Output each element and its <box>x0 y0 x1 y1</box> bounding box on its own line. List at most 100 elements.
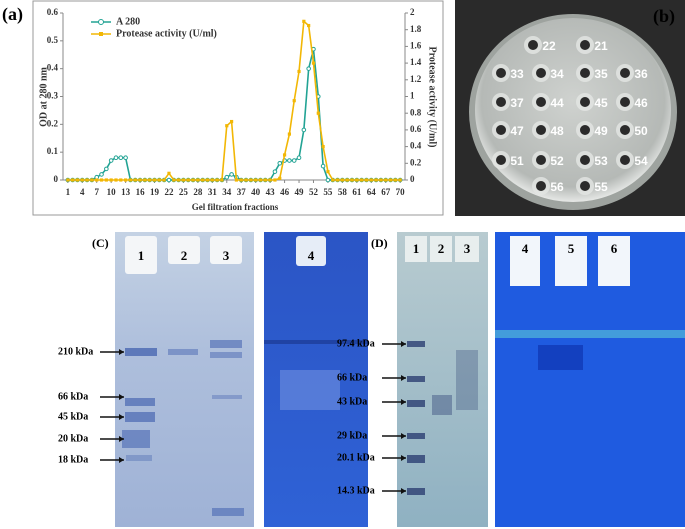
lane-label: 2 <box>438 241 445 256</box>
well-label: 47 <box>510 124 524 138</box>
point <box>148 178 152 182</box>
point <box>133 178 137 182</box>
well <box>496 68 506 78</box>
point <box>272 169 278 174</box>
legend-label: A 280 <box>116 16 140 27</box>
x-tick-label: 1 <box>66 187 71 197</box>
well-label: 22 <box>542 39 556 53</box>
point <box>119 178 123 182</box>
y-tick-label: 0 <box>54 174 59 184</box>
well-label: 53 <box>594 154 608 168</box>
x-tick-label: 13 <box>121 187 131 197</box>
y2-tick-label: 0.6 <box>410 124 422 134</box>
point <box>138 178 142 182</box>
panel-label: (a) <box>2 4 23 25</box>
point <box>296 155 302 161</box>
point <box>268 178 272 182</box>
well-label: 49 <box>594 124 608 138</box>
point <box>66 178 70 182</box>
marker-label: 66 kDa <box>58 391 88 402</box>
point <box>307 23 311 28</box>
point <box>292 99 296 103</box>
y-axis-label: OD at 280 nm <box>38 66 49 126</box>
gel-photo <box>115 232 254 527</box>
well-label: 44 <box>550 96 564 110</box>
marker-label: 20 kDa <box>58 433 88 444</box>
lane-label: 6 <box>611 241 618 256</box>
lane-label: 2 <box>181 248 188 263</box>
well-label: 35 <box>594 67 608 81</box>
point <box>157 178 161 182</box>
point <box>258 178 263 182</box>
lane-label: 4 <box>308 248 315 263</box>
y2-axis-label: Protease activity (U/ml) <box>427 47 438 148</box>
x-tick-label: 22 <box>164 187 174 197</box>
point <box>340 178 344 182</box>
lane-label: 1 <box>413 241 420 256</box>
point <box>75 178 80 182</box>
legend-label: Protease activity (U/ml) <box>116 28 217 39</box>
well <box>580 40 590 50</box>
lane-label: 3 <box>223 248 230 263</box>
point <box>220 178 224 182</box>
arrow-head <box>119 414 124 420</box>
well <box>620 125 630 135</box>
x-tick-label: 61 <box>352 187 362 197</box>
panel-label: (C) <box>92 236 109 250</box>
legend-marker <box>99 32 103 36</box>
lane-label: 5 <box>568 241 575 256</box>
point <box>85 178 89 182</box>
well-label: 55 <box>594 180 608 194</box>
point <box>374 178 378 182</box>
point <box>282 153 287 157</box>
well <box>580 68 590 78</box>
point <box>331 178 335 182</box>
arrow-head <box>401 488 406 494</box>
point <box>277 161 283 166</box>
x-tick-label: 7 <box>94 187 99 197</box>
gel-wells <box>405 236 685 370</box>
y-tick-label: 0.3 <box>47 91 59 101</box>
marker-label: 43 kDa <box>337 396 367 407</box>
x-tick-label: 28 <box>193 187 203 197</box>
point <box>388 178 393 182</box>
well <box>496 97 506 107</box>
y-tick-label: 0.2 <box>47 118 59 128</box>
arrow-head <box>401 375 406 381</box>
point <box>326 170 330 174</box>
point <box>320 163 326 169</box>
y-tick-label: 0.4 <box>47 63 59 73</box>
arrow-head <box>119 349 124 355</box>
marker-label: 18 kDa <box>58 454 88 465</box>
well-label: 45 <box>594 96 608 110</box>
point <box>152 178 157 182</box>
well <box>536 125 546 135</box>
point <box>350 178 354 182</box>
well-label: 50 <box>634 124 648 138</box>
x-axis-label: Gel filtration fractions <box>192 202 279 212</box>
arrow-head <box>401 341 406 347</box>
marker-label: 29 kDa <box>337 430 367 441</box>
x-tick-label: 64 <box>367 187 377 197</box>
point <box>225 124 229 128</box>
y2-tick-label: 1 <box>410 91 415 101</box>
point <box>229 172 234 177</box>
x-tick-label: 25 <box>179 187 189 197</box>
x-tick-label: 4 <box>80 187 85 197</box>
arrow-head <box>401 455 406 461</box>
lane-label: 3 <box>464 241 471 256</box>
point <box>104 166 109 172</box>
plot: 0 0.1 0.2 0.3 0.4 0.5 0.6 0 0.2 0.4 0.6 0.8 1 1.2 1.4 1… <box>47 7 422 197</box>
point <box>364 178 369 182</box>
y-tick-label: 0.6 <box>47 7 59 17</box>
x-tick-label: 19 <box>150 187 160 197</box>
point <box>128 178 133 182</box>
well <box>496 125 506 135</box>
point <box>181 178 186 182</box>
x-tick-label: 46 <box>280 187 290 197</box>
point <box>302 19 306 23</box>
y2-tick-label: 1.2 <box>410 74 422 84</box>
point <box>108 158 114 163</box>
panel-label: (D) <box>371 236 388 250</box>
